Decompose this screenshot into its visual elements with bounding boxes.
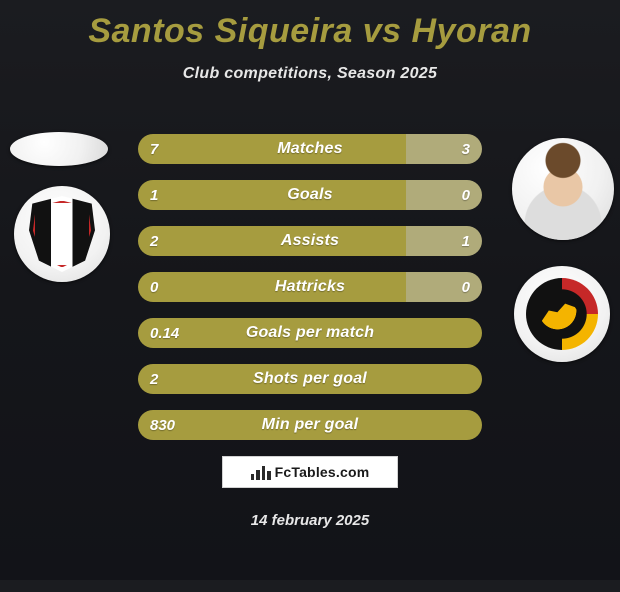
stat-bar: [138, 410, 482, 440]
comparison-chart: Matches73 Goals10 Assists21 Hattricks00 Goal…: [138, 134, 482, 456]
stat-bar: [138, 226, 482, 256]
player-left-avatar: [10, 132, 108, 166]
stat-row-matches: Matches73: [138, 134, 482, 164]
bar-right: [406, 134, 482, 164]
stat-row-hattricks: Hattricks00: [138, 272, 482, 302]
bar-left: [138, 180, 406, 210]
bar-right: [406, 272, 482, 302]
brand-label: FcTables.com: [275, 464, 370, 480]
stat-bar: [138, 180, 482, 210]
player-right-avatar: [512, 138, 614, 240]
bar-right: [406, 226, 482, 256]
bar-left: [138, 410, 482, 440]
club-left-crest: [14, 186, 110, 282]
bar-left: [138, 364, 482, 394]
stat-row-spg: Shots per goal2: [138, 364, 482, 394]
stat-row-mpg: Min per goal830: [138, 410, 482, 440]
brand-card: FcTables.com: [222, 456, 398, 488]
page-title: Santos Siqueira vs Hyoran: [0, 12, 620, 51]
stat-bar: [138, 272, 482, 302]
bar-right: [406, 180, 482, 210]
stat-row-gpm: Goals per match0.14: [138, 318, 482, 348]
bar-left: [138, 134, 406, 164]
lion-roundel-icon: [526, 278, 598, 350]
bar-left: [138, 226, 406, 256]
stat-row-assists: Assists21: [138, 226, 482, 256]
date-label: 14 february 2025: [0, 512, 620, 529]
stat-bar: [138, 318, 482, 348]
face-icon: [512, 138, 614, 240]
shield-icon: [29, 196, 95, 272]
stat-bar: [138, 364, 482, 394]
stat-row-goals: Goals10: [138, 180, 482, 210]
bar-left: [138, 272, 406, 302]
bar-chart-icon: [251, 464, 271, 480]
subtitle: Club competitions, Season 2025: [0, 65, 620, 83]
stat-bar: [138, 134, 482, 164]
club-right-crest: [514, 266, 610, 362]
bar-left: [138, 318, 482, 348]
